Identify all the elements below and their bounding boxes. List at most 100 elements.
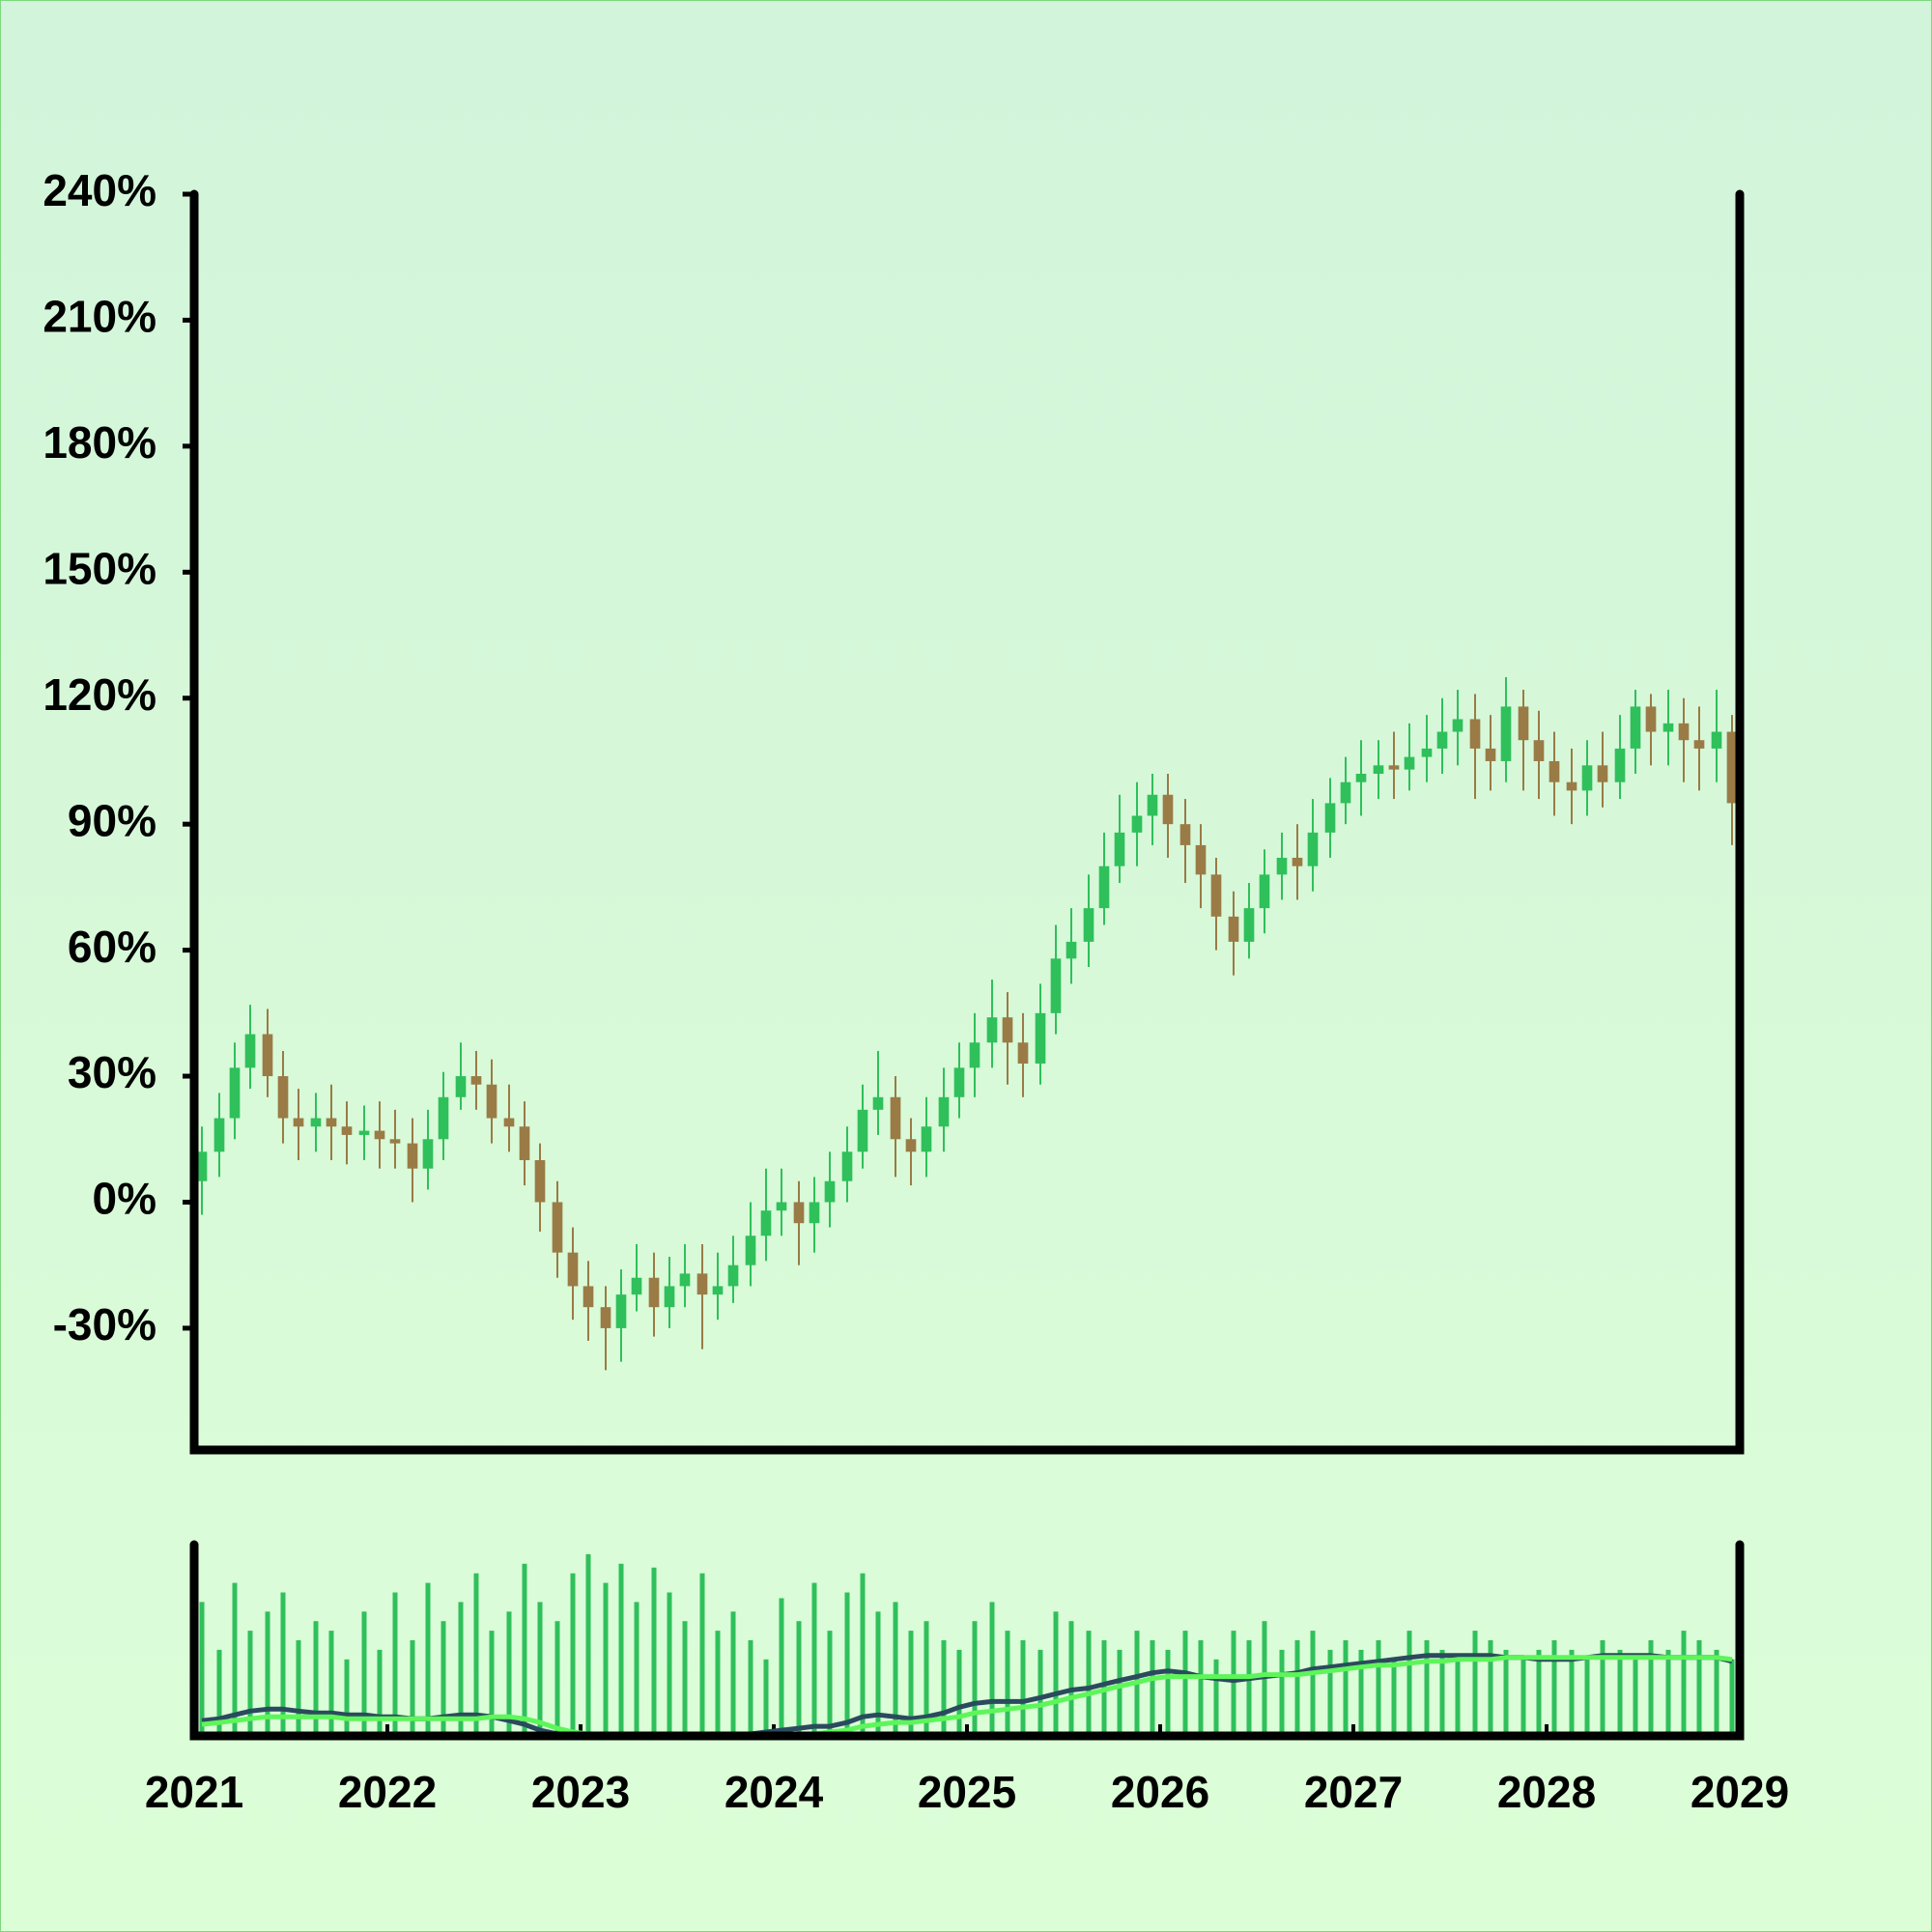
candle-body [1355, 774, 1367, 782]
volume-bar [1020, 1640, 1026, 1736]
candle-body [1500, 706, 1512, 761]
candle-body [696, 1273, 708, 1295]
candle-body [841, 1151, 853, 1181]
candle-body [229, 1067, 241, 1119]
volume-bar [1005, 1631, 1010, 1736]
volume-bar [1117, 1649, 1122, 1736]
candle-body [1373, 765, 1384, 774]
volume-bar [941, 1640, 947, 1736]
x-tick-label: 2027 [1304, 1767, 1403, 1817]
candle-body [358, 1130, 370, 1135]
candle-body [1340, 781, 1351, 804]
y-tick-label: 120% [43, 669, 156, 720]
candle-body [486, 1084, 497, 1119]
volume-bar [247, 1631, 253, 1736]
candle-body [1533, 740, 1545, 761]
candle-body [1421, 748, 1433, 757]
candle-body [938, 1096, 950, 1127]
candle-body [503, 1118, 515, 1127]
candle-body [1098, 866, 1110, 909]
volume-bar [1406, 1631, 1412, 1736]
candle-body [1581, 765, 1593, 791]
candle-body [1614, 748, 1626, 782]
volume-bar [377, 1649, 383, 1736]
volume-bar [522, 1563, 527, 1736]
volume-bar [1551, 1640, 1557, 1736]
candle-body [776, 1202, 787, 1211]
volume-bar [1648, 1640, 1654, 1736]
candle-body [389, 1139, 401, 1144]
candle-body [277, 1076, 289, 1119]
x-tick-label: 2025 [918, 1767, 1016, 1817]
candle-body [1645, 706, 1657, 732]
volume-bar [344, 1659, 350, 1736]
volume-bar [634, 1602, 639, 1736]
y-tick-label: -30% [53, 1299, 156, 1350]
candle-body [809, 1202, 820, 1224]
candle-body [1065, 941, 1077, 959]
candle-body [1243, 908, 1255, 942]
volume-bar [844, 1592, 850, 1736]
candle-body [196, 1151, 208, 1181]
volume-bar [1213, 1659, 1219, 1736]
candle-body [1518, 706, 1529, 741]
volume-bar [313, 1621, 319, 1736]
candle-body [1566, 781, 1577, 791]
volume-bar [682, 1621, 688, 1736]
volume-bar [506, 1611, 512, 1736]
candle-body [1436, 731, 1448, 749]
candle-body [824, 1180, 836, 1203]
volume-bar [1714, 1649, 1719, 1736]
candle-body [1017, 1042, 1029, 1064]
volume-bar [216, 1649, 222, 1736]
y-tick-label: 0% [93, 1174, 156, 1224]
candle-body [1114, 832, 1125, 867]
candle-body [969, 1042, 980, 1068]
candle-body [600, 1307, 611, 1328]
candle-body [1469, 719, 1481, 749]
volume-bar [1246, 1640, 1252, 1736]
candle-body [567, 1252, 579, 1287]
volume-bar [1455, 1659, 1461, 1736]
volume-bar [410, 1640, 415, 1736]
volume-bar [860, 1573, 866, 1736]
candle-body [422, 1139, 434, 1169]
volume-bar [232, 1582, 238, 1736]
volume-bar [570, 1573, 576, 1736]
candle-body [552, 1202, 563, 1253]
volume-bar [1086, 1631, 1092, 1736]
volume-bar [972, 1621, 978, 1736]
y-tick-label: 150% [43, 543, 156, 593]
x-tick-label: 2028 [1497, 1767, 1596, 1817]
candle-body [1210, 874, 1222, 917]
y-tick-label: 180% [43, 417, 156, 468]
candle-body [1083, 908, 1094, 942]
candle-body [374, 1130, 385, 1140]
candle-body [872, 1096, 884, 1110]
candle-body [244, 1034, 256, 1068]
candle-body [1324, 803, 1336, 833]
candle-body [407, 1143, 418, 1169]
volume-bar [1600, 1640, 1605, 1736]
volume-bar [1053, 1611, 1059, 1736]
volume-bar [989, 1602, 995, 1736]
volume-bar [1231, 1631, 1236, 1736]
volume-bar [280, 1592, 286, 1736]
candle-body [615, 1294, 627, 1328]
candle-body [1002, 1017, 1013, 1043]
volume-bar [796, 1621, 802, 1736]
volume-bar [199, 1602, 205, 1736]
candle-body [1276, 857, 1288, 875]
candle-body [1404, 756, 1415, 770]
volume-moving-average [201, 1653, 1733, 1739]
volume-bar [923, 1621, 929, 1736]
candle-body [745, 1236, 756, 1265]
candle-body [857, 1109, 868, 1152]
candle-body [648, 1277, 660, 1308]
candle-body [326, 1118, 337, 1127]
volume-bar [1327, 1649, 1333, 1736]
candle-body [664, 1286, 675, 1308]
candle-body [293, 1118, 304, 1127]
candle-body [921, 1126, 932, 1152]
candle-body [1292, 857, 1303, 867]
